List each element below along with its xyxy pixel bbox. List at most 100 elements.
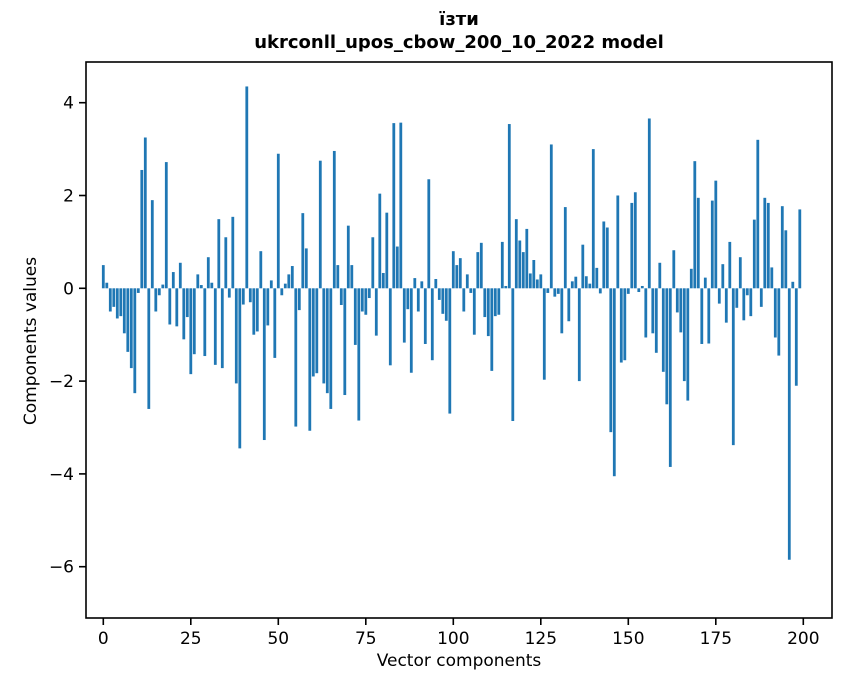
bar-component-115 <box>504 285 508 289</box>
bar-component-111 <box>490 288 494 371</box>
bar-component-160 <box>661 288 665 372</box>
bar-component-60 <box>311 288 315 377</box>
bar-component-90 <box>416 288 420 312</box>
bar-component-155 <box>644 288 648 338</box>
bar-component-18 <box>164 162 168 289</box>
bar-component-88 <box>409 288 413 373</box>
bar-component-55 <box>294 288 298 427</box>
bar-component-39 <box>238 288 242 449</box>
bar-component-116 <box>507 124 511 289</box>
bar-component-23 <box>182 288 186 340</box>
y-tick-label-4: 4 <box>63 94 74 114</box>
bar-component-103 <box>462 288 466 312</box>
x-tick-label-25: 25 <box>180 629 202 649</box>
bar-component-26 <box>192 288 196 355</box>
y-tick-label--6: −6 <box>49 558 74 578</box>
bar-component-122 <box>528 273 532 289</box>
bar-component-194 <box>780 206 784 289</box>
bar-component-100 <box>451 251 455 289</box>
x-tick-label-150: 150 <box>612 629 644 649</box>
bar-component-187 <box>756 139 760 289</box>
bar-component-6 <box>122 288 126 334</box>
bar-component-86 <box>402 288 406 343</box>
bar-component-36 <box>227 288 231 298</box>
bar-component-146 <box>612 288 616 477</box>
bar-component-75 <box>364 288 368 315</box>
bar-component-91 <box>420 281 424 289</box>
bar-component-121 <box>525 228 529 289</box>
bar-component-11 <box>140 169 144 289</box>
x-tick-label-125: 125 <box>525 629 557 649</box>
bar-component-99 <box>448 288 452 414</box>
bar-component-190 <box>766 202 770 289</box>
bar-component-188 <box>759 288 763 307</box>
bar-component-9 <box>133 288 137 394</box>
bar-component-104 <box>465 274 469 289</box>
bar-component-158 <box>654 288 658 353</box>
x-tick-label-100: 100 <box>437 629 469 649</box>
bar-component-24 <box>185 288 189 318</box>
x-tick-label-50: 50 <box>267 629 289 649</box>
bar-component-169 <box>693 161 697 289</box>
bar-component-87 <box>406 288 410 310</box>
bar-component-186 <box>752 219 756 289</box>
bar-component-2 <box>108 288 112 312</box>
bar-component-184 <box>745 288 749 296</box>
bar-component-129 <box>553 288 557 297</box>
bar-component-197 <box>791 281 795 289</box>
bar-component-31 <box>210 282 214 289</box>
bar-component-64 <box>325 288 329 394</box>
y-axis-label: Components values <box>21 256 41 426</box>
bar-component-142 <box>598 288 602 294</box>
bar-component-84 <box>395 246 399 289</box>
bar-component-76 <box>367 288 371 299</box>
bar-component-1 <box>105 282 109 289</box>
bar-component-77 <box>371 237 375 289</box>
bar-component-134 <box>570 281 574 289</box>
bar-component-171 <box>700 288 704 344</box>
bar-component-30 <box>206 257 210 289</box>
bar-component-153 <box>637 288 641 293</box>
bar-component-196 <box>787 288 791 560</box>
bar-component-161 <box>665 288 669 405</box>
bar-component-148 <box>619 288 623 363</box>
bar-component-149 <box>623 288 627 361</box>
bar-component-132 <box>563 207 567 289</box>
bar-component-183 <box>742 288 746 321</box>
bar-component-164 <box>675 288 679 313</box>
bar-component-54 <box>290 266 294 289</box>
bar-component-163 <box>672 250 676 289</box>
bar-component-177 <box>721 264 725 289</box>
bar-component-110 <box>486 288 490 337</box>
bar-component-74 <box>360 288 364 312</box>
y-tick-label-2: 2 <box>63 187 74 207</box>
bar-component-138 <box>584 276 588 289</box>
bar-component-40 <box>241 288 245 305</box>
bar-component-37 <box>231 216 235 289</box>
bar-component-118 <box>514 219 518 289</box>
y-tick-label-0: 0 <box>63 279 74 299</box>
bar-component-199 <box>798 209 802 289</box>
bar-component-95 <box>434 279 438 289</box>
bar-component-69 <box>343 288 347 396</box>
bar-component-173 <box>707 288 711 344</box>
bar-component-62 <box>318 160 322 289</box>
bar-component-198 <box>794 288 798 386</box>
y-tick-label--4: −4 <box>49 465 74 485</box>
chart-title: їзти ukrconll_upos_cbow_200_10_2022 mode… <box>86 8 832 54</box>
bar-component-59 <box>308 288 312 431</box>
bar-component-44 <box>255 288 259 332</box>
bar-component-114 <box>500 241 504 289</box>
bar-component-154 <box>640 285 644 289</box>
bar-component-61 <box>315 288 319 374</box>
bar-component-65 <box>329 288 333 409</box>
bar-component-94 <box>430 288 434 361</box>
bar-component-165 <box>679 288 683 333</box>
bar-component-48 <box>269 280 273 289</box>
bar-component-185 <box>749 288 753 317</box>
bar-component-21 <box>175 288 179 327</box>
bar-component-179 <box>728 241 732 289</box>
bar-component-96 <box>437 288 441 300</box>
bar-component-180 <box>731 288 735 446</box>
